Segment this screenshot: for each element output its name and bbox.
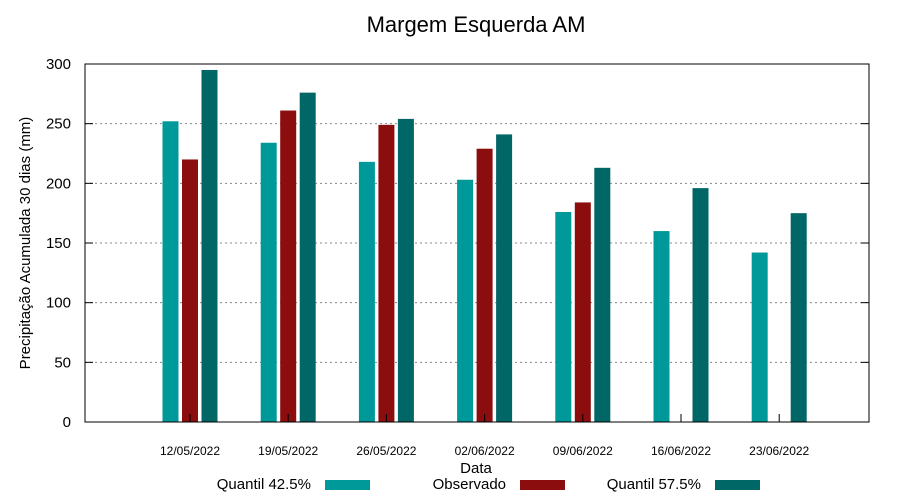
x-tick-label: 23/06/2022 — [749, 444, 809, 458]
y-tick-label: 0 — [63, 414, 71, 431]
bar — [594, 167, 611, 422]
y-tick-label: 150 — [46, 235, 71, 252]
bar — [280, 110, 297, 422]
x-tick-label: 09/06/2022 — [553, 444, 613, 458]
bar — [692, 188, 709, 422]
legend-swatch — [520, 480, 565, 490]
bars — [162, 69, 807, 423]
y-tick-label: 50 — [54, 354, 71, 371]
bar — [358, 161, 375, 422]
legend-label: Quantil 57.5% — [607, 476, 701, 493]
bar — [299, 92, 316, 422]
bar — [790, 213, 807, 422]
bar — [397, 118, 414, 422]
x-tick-label: 19/05/2022 — [258, 444, 318, 458]
bar — [201, 69, 218, 422]
bar — [457, 179, 474, 422]
bar — [182, 159, 198, 422]
legend: Quantil 42.5% Observado Quantil 57.5% — [217, 476, 760, 493]
x-tick-label: 16/06/2022 — [651, 444, 711, 458]
y-tick-label: 300 — [46, 56, 71, 73]
bar — [653, 231, 670, 422]
bar — [476, 148, 493, 422]
chart-title: Margem Esquerda AM — [367, 12, 586, 37]
legend-swatch — [325, 480, 370, 490]
legend-swatch — [715, 480, 760, 490]
x-tick-label: 12/05/2022 — [160, 444, 220, 458]
x-tick-label: 26/05/2022 — [356, 444, 416, 458]
x-axis: 12/05/2022 19/05/2022 26/05/2022 02/06/2022… — [160, 414, 810, 458]
legend-label: Observado — [433, 476, 506, 493]
legend-label: Quantil 42.5% — [217, 476, 311, 493]
bar — [574, 202, 591, 422]
bar — [555, 211, 572, 422]
bar — [378, 124, 395, 423]
bar — [496, 134, 513, 422]
bar — [260, 142, 277, 422]
y-tick-label: 250 — [46, 116, 71, 133]
y-tick-label: 100 — [46, 295, 71, 312]
bar — [751, 252, 768, 422]
bar — [162, 121, 179, 422]
x-tick-label: 02/06/2022 — [455, 444, 515, 458]
x-axis-label: Data — [460, 460, 492, 477]
y-tick-label: 200 — [46, 175, 71, 192]
y-axis-label: Precipitação Acumulada 30 dias (mm) — [17, 117, 34, 370]
y-axis: 0 50 100 150 200 250 300 — [46, 56, 869, 431]
